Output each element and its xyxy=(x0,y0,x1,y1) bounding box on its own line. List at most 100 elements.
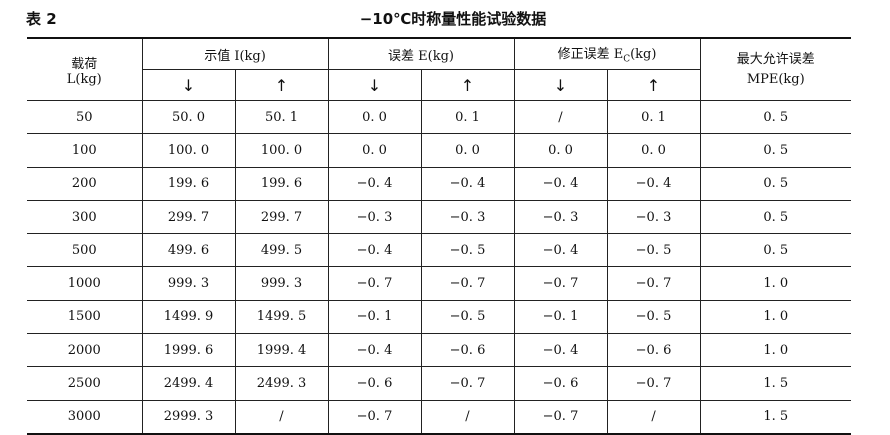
arrow-down-icon: ↓ xyxy=(327,69,422,101)
cell-error-down: 0. 0 xyxy=(327,99,422,135)
arrow-up-icon: ↑ xyxy=(234,69,329,101)
arrow-down-icon: ↓ xyxy=(142,69,236,101)
cell-indication-down: 2499. 4 xyxy=(141,366,236,401)
cell-corrected-up: −0. 7 xyxy=(606,366,701,401)
cell-mpe: 1. 5 xyxy=(699,366,852,401)
table-row: 300 299. 7 299. 7 −0. 3 −0. 3 −0. 3 −0. 3 0. 5 xyxy=(27,199,852,235)
cell-error-up: 0. 1 xyxy=(420,99,515,135)
cell-corrected-up: −0. 5 xyxy=(606,233,701,268)
cell-corrected-down: −0. 4 xyxy=(513,166,608,201)
cell-load: 500 xyxy=(27,233,143,268)
cell-load: 300 xyxy=(27,199,143,235)
table-row: 2500 2499. 4 2499. 3 −0. 6 −0. 7 −0. 6 −0. 7 1.… xyxy=(27,366,852,401)
cell-indication-up: 499. 5 xyxy=(234,233,329,268)
cell-indication-down: 1499. 9 xyxy=(141,299,236,335)
cell-corrected-up: 0. 1 xyxy=(606,99,701,135)
arrow-down-icon: ↓ xyxy=(513,69,608,101)
header-load-line1: 载荷 xyxy=(71,56,98,72)
cell-error-down: −0. 1 xyxy=(327,299,422,335)
cell-mpe: 1. 0 xyxy=(699,333,852,368)
cell-load: 200 xyxy=(27,166,143,201)
cell-mpe: 0. 5 xyxy=(699,233,852,268)
cell-corrected-down: −0. 3 xyxy=(513,199,608,235)
cell-indication-up: 299. 7 xyxy=(234,199,329,235)
table-row: 2000 1999. 6 1999. 4 −0. 4 −0. 6 −0. 4 −0. 6 1.… xyxy=(27,333,852,368)
cell-corrected-up: −0. 5 xyxy=(606,299,701,335)
cell-mpe: 1. 0 xyxy=(699,299,852,335)
cell-corrected-down: −0. 4 xyxy=(513,233,608,268)
cell-indication-up: 50. 1 xyxy=(234,99,329,135)
cell-indication-down: 299. 7 xyxy=(141,199,236,235)
cell-indication-up: 1499. 5 xyxy=(234,299,329,335)
cell-error-down: 0. 0 xyxy=(327,133,422,168)
cell-mpe: 0. 5 xyxy=(699,133,852,168)
cell-error-up: −0. 7 xyxy=(420,266,515,301)
cell-corrected-up: −0. 4 xyxy=(606,166,701,201)
cell-error-up: −0. 3 xyxy=(420,199,515,235)
cell-indication-up: 100. 0 xyxy=(234,133,329,168)
cell-corrected-up: −0. 6 xyxy=(606,333,701,368)
cell-indication-down: 199. 6 xyxy=(141,166,236,201)
cell-indication-up: 2499. 3 xyxy=(234,366,329,401)
header-corrected-error-sub: C xyxy=(623,54,631,65)
table-row: 50 50. 0 50. 1 0. 0 0. 1/0. 1 0. 5 xyxy=(27,99,852,135)
header-corrected-error: 修正误差 EC(kg) xyxy=(513,37,701,70)
table-row: 1000 999. 3 999. 3 −0. 7 −0. 7 −0. 7 −0. 7 1. 0 xyxy=(27,266,852,301)
cell-mpe: 0. 5 xyxy=(699,99,852,135)
cell-load: 50 xyxy=(27,99,143,135)
table-caption-label: 表 2 xyxy=(26,10,57,28)
header-error: 误差 E(kg) xyxy=(327,37,515,70)
cell-load: 3000 xyxy=(27,399,143,435)
cell-load: 1000 xyxy=(27,266,143,301)
header-load-line2: L(kg) xyxy=(66,71,102,87)
table-title: −10℃时称量性能试验数据 xyxy=(359,10,547,28)
cell-error-up: / xyxy=(420,399,515,435)
cell-indication-down: 100. 0 xyxy=(141,133,236,168)
cell-indication-down: 50. 0 xyxy=(141,99,236,135)
cell-load: 2000 xyxy=(27,333,143,368)
header-mpe: 最大允许误差 MPE(kg) xyxy=(699,37,852,101)
cell-load: 2500 xyxy=(27,366,143,401)
cell-mpe: 1. 0 xyxy=(699,266,852,301)
cell-corrected-down: −0. 7 xyxy=(513,399,608,435)
cell-corrected-down: / xyxy=(513,99,608,135)
cell-corrected-down: −0. 7 xyxy=(513,266,608,301)
cell-load: 1500 xyxy=(27,299,143,335)
cell-error-down: −0. 4 xyxy=(327,333,422,368)
cell-corrected-down: −0. 4 xyxy=(513,333,608,368)
cell-error-up: −0. 4 xyxy=(420,166,515,201)
table-row: 1500 1499. 9 1499. 5 −0. 1 −0. 5 −0. 1 −0. 5 1.… xyxy=(27,299,852,335)
header-mpe-line2: MPE(kg) xyxy=(746,71,805,87)
cell-error-up: 0. 0 xyxy=(420,133,515,168)
cell-indication-down: 499. 6 xyxy=(141,233,236,268)
cell-corrected-down: −0. 1 xyxy=(513,299,608,335)
cell-corrected-down: 0. 0 xyxy=(513,133,608,168)
arrow-up-icon: ↑ xyxy=(420,69,515,101)
cell-corrected-up: 0. 0 xyxy=(606,133,701,168)
cell-indication-down: 2999. 3 xyxy=(141,399,236,435)
cell-error-down: −0. 6 xyxy=(327,366,422,401)
cell-indication-up: / xyxy=(234,399,329,435)
cell-error-up: −0. 7 xyxy=(420,366,515,401)
header-indication: 示值 I(kg) xyxy=(141,37,329,70)
cell-mpe: 1. 5 xyxy=(699,399,852,435)
cell-mpe: 0. 5 xyxy=(699,166,852,201)
table-row: 500 499. 6 499. 5 −0. 4 −0. 5 −0. 4 −0. 5 0. 5 xyxy=(27,233,852,268)
cell-error-down: −0. 4 xyxy=(327,166,422,201)
table-row: 200 199. 6 199. 6 −0. 4 −0. 4 −0. 4 −0. 4 0. 5 xyxy=(27,166,852,201)
cell-error-up: −0. 5 xyxy=(420,233,515,268)
cell-error-down: −0. 3 xyxy=(327,199,422,235)
cell-corrected-up: −0. 3 xyxy=(606,199,701,235)
cell-error-down: −0. 4 xyxy=(327,233,422,268)
header-corrected-error-unit: (kg) xyxy=(630,47,657,63)
cell-indication-down: 1999. 6 xyxy=(141,333,236,368)
cell-load: 100 xyxy=(27,133,143,168)
cell-indication-up: 1999. 4 xyxy=(234,333,329,368)
cell-corrected-down: −0. 6 xyxy=(513,366,608,401)
cell-corrected-up: −0. 7 xyxy=(606,266,701,301)
cell-error-up: −0. 6 xyxy=(420,333,515,368)
header-load: 载荷 L(kg) xyxy=(27,37,143,101)
table-row: 100 100. 0 100. 0 0. 0 0. 0 0. 0 0. 0 0. 5 xyxy=(27,133,852,168)
cell-corrected-up: / xyxy=(606,399,701,435)
arrow-up-icon: ↑ xyxy=(606,69,701,101)
